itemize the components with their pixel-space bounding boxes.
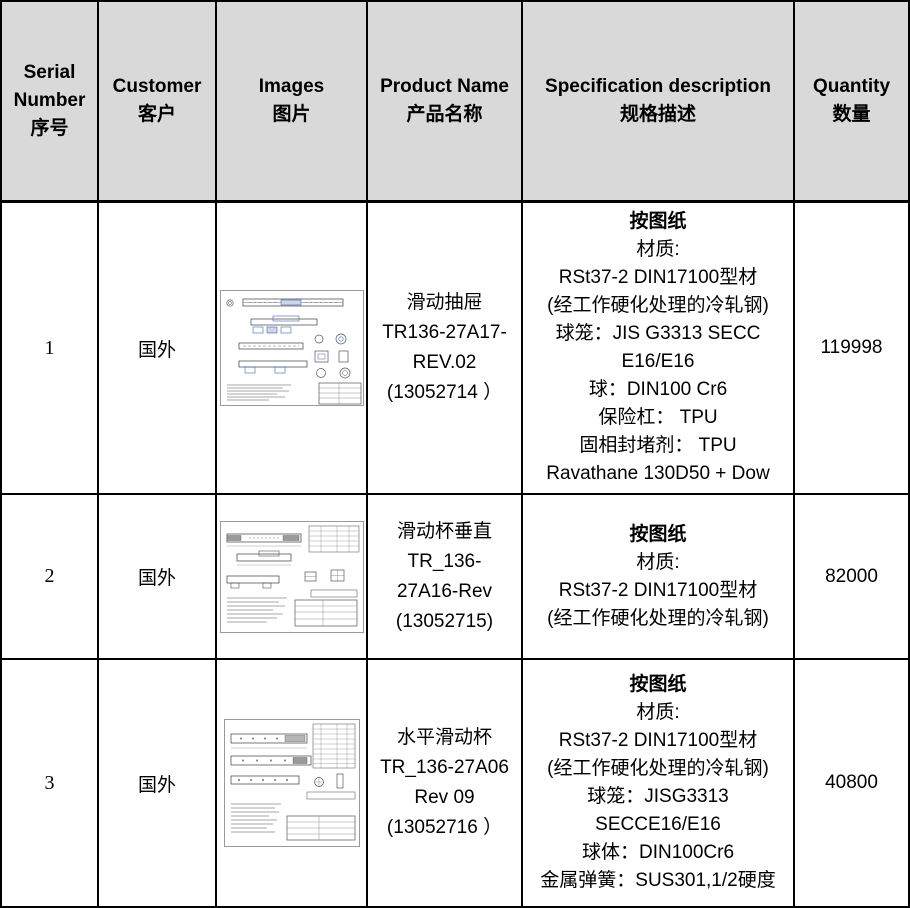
- product-name: 水平滑动杯 TR_136-27A06 Rev 09 (13052716 ）: [380, 727, 509, 838]
- cad-drawing-horizontal-slide-cup-icon: [223, 719, 360, 847]
- quantity-value: 82000: [825, 565, 878, 587]
- cell-image-2: [217, 495, 368, 660]
- cell-quantity-2: 82000: [795, 495, 908, 660]
- spec-lines: 材质: RSt37-2 DIN17100型材 (经工作硬化处理的冷轧钢) 球笼：JIS…: [540, 702, 776, 891]
- customer-name: 国外: [137, 568, 176, 589]
- serial-number: 1: [44, 336, 55, 359]
- spec-lines: 材质: RSt37-2 DIN17100型材 (经工作硬化处理的冷轧钢): [547, 551, 769, 629]
- spec-title: 按图纸: [629, 523, 687, 545]
- header-label-en: Specification description: [545, 76, 771, 97]
- cad-drawing-slide-drawer-icon: [219, 290, 364, 406]
- header-label-zh: 图片: [272, 104, 311, 125]
- cell-spec-2: 按图纸 材质: RSt37-2 DIN17100型材 (经工作硬化处理的冷轧钢): [523, 495, 795, 660]
- cell-serial-2: 2: [2, 495, 99, 660]
- product-name: 滑动杯垂直 TR_136- 27A16-Rev (13052715): [395, 520, 494, 632]
- spec-lines: 材质: RSt37-2 DIN17100型材 (经工作硬化处理的冷轧钢) 球笼：JIS…: [546, 239, 770, 484]
- header-label-zh: 数量: [832, 104, 871, 125]
- customer-name: 国外: [137, 339, 176, 361]
- serial-number: 2: [44, 565, 55, 587]
- cell-quantity-1: 119998: [795, 203, 908, 495]
- quantity-value: 40800: [825, 772, 878, 793]
- cell-image-1: [217, 203, 368, 495]
- customer-name: 国外: [137, 774, 176, 796]
- header-serial-number: Serial Number 序号: [2, 2, 99, 203]
- serial-number: 3: [44, 771, 55, 794]
- header-images: Images 图片: [217, 2, 368, 203]
- cad-drawing-vertical-slide-cup-icon: [219, 520, 364, 633]
- cell-customer-2: 国外: [99, 495, 217, 660]
- header-label-zh: 客户: [137, 104, 176, 125]
- header-product-name: Product Name 产品名称: [368, 2, 523, 203]
- product-name: 滑动抽屉 TR136-27A17- REV.02 (13052714 ）: [382, 292, 507, 403]
- quantity-value: 119998: [820, 337, 883, 358]
- header-label-zh: 规格描述: [619, 104, 696, 125]
- header-label-en: Serial Number: [13, 62, 86, 111]
- cell-product-1: 滑动抽屉 TR136-27A17- REV.02 (13052714 ）: [368, 203, 523, 495]
- header-label-zh: 序号: [30, 118, 69, 139]
- cell-spec-3: 按图纸 材质: RSt37-2 DIN17100型材 (经工作硬化处理的冷轧钢) 球笼…: [523, 660, 795, 906]
- header-label-en: Quantity: [812, 76, 891, 97]
- cell-customer-3: 国外: [99, 660, 217, 906]
- header-specification: Specification description 规格描述: [523, 2, 795, 203]
- header-label-en: Customer: [112, 76, 202, 97]
- header-customer: Customer 客户: [99, 2, 217, 203]
- header-label-en: Images: [258, 76, 325, 97]
- header-label-en: Product Name: [380, 76, 509, 97]
- cell-quantity-3: 40800: [795, 660, 908, 906]
- spec-title: 按图纸: [629, 211, 687, 232]
- header-label-zh: 产品名称: [406, 104, 483, 125]
- header-quantity: Quantity 数量: [795, 2, 908, 203]
- cell-customer-1: 国外: [99, 203, 217, 495]
- cell-product-2: 滑动杯垂直 TR_136- 27A16-Rev (13052715): [368, 495, 523, 660]
- cell-serial-1: 1: [2, 203, 99, 495]
- spec-title: 按图纸: [629, 674, 687, 695]
- cell-spec-1: 按图纸 材质: RSt37-2 DIN17100型材 (经工作硬化处理的冷轧钢) 球笼…: [523, 203, 795, 495]
- cell-product-3: 水平滑动杯 TR_136-27A06 Rev 09 (13052716 ）: [368, 660, 523, 906]
- cell-image-3: [217, 660, 368, 906]
- cell-serial-3: 3: [2, 660, 99, 906]
